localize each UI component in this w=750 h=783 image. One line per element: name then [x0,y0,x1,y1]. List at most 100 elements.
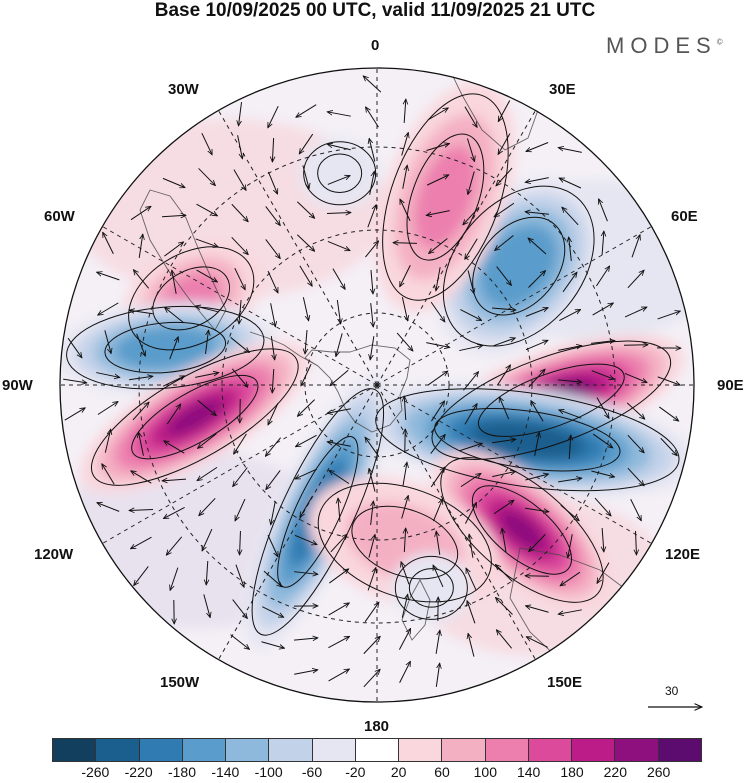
wind-arrow [495,235,514,251]
meridian-line [376,384,655,546]
wind-arrow [398,628,410,650]
wind-arrow [295,434,317,446]
wind-arrow [129,510,154,511]
wind-arrow [596,397,609,419]
wind-arrow [363,636,380,655]
wind-arrow [338,498,340,523]
wind-arrow [197,399,217,415]
wind-arrow [560,571,581,586]
wind-arrow [206,560,208,585]
wind-arrow [363,76,382,93]
wind-arrow [97,503,120,512]
wind-arrow [401,495,409,519]
wind-arrow [624,306,647,318]
wind-arrow [435,630,440,654]
wind-arrow [558,148,582,153]
wind-arrow [496,565,513,582]
antarctica-outline [304,344,411,433]
contour-line [375,388,680,492]
wind-arrow [270,336,274,360]
lon-label-150w: 150W [160,674,200,691]
meridian-line [376,384,538,663]
wind-arrow [129,376,153,381]
wind-arrow [526,637,548,648]
colorbar-label: -220 [124,764,153,780]
wind-arrow [195,306,219,313]
wind-arrow [169,337,179,360]
wind-arrow [594,497,611,516]
wind-arrow [164,441,185,454]
colorbar-cell [572,739,616,761]
wind-arrow [327,112,351,117]
wind-arrow [558,609,582,614]
wind-arrow [231,236,249,254]
colorbar-cell [182,739,227,761]
wind-arrow [496,630,513,649]
wind-arrow [162,177,185,187]
colorbar-label: -60 [301,764,323,780]
wind-arrow [526,142,549,152]
wind-arrow [63,378,87,383]
wind-arrow [97,402,118,415]
wind-arrow [102,464,115,485]
wind-arrow [528,271,545,288]
colorbar-label: -20 [345,764,366,780]
colorbar-label: -180 [167,764,197,780]
contour-line [104,321,227,374]
wind-arrow [327,408,351,413]
anomaly-blob [500,510,544,550]
wind-arrow [198,168,216,185]
wind-arrow [96,372,120,378]
wind-arrow [196,269,218,282]
wind-arrow [104,330,111,353]
wind-arrow [624,372,647,382]
wind-arrow [231,203,248,222]
colorbar-cell [312,739,356,761]
wind-arrow [363,669,380,688]
wind-arrow [326,213,351,214]
wind-arrow [265,206,281,225]
wind-arrow [300,496,313,518]
wind-arrow [493,500,514,515]
wind-arrow [300,363,312,386]
brand-logo: MODES© [606,33,723,59]
contour-line [477,363,625,437]
wind-arrow [534,432,540,456]
lon-label-0: 0 [371,37,380,54]
wind-arrow [597,562,610,584]
contour-line [408,568,454,608]
wind-arrow [67,337,82,358]
wind-arrow [436,267,441,291]
wind-arrow [401,594,407,618]
wind-arrow [330,369,349,385]
wind-arrow [198,433,217,449]
contour-line [66,305,265,390]
wind-arrow [559,410,582,419]
wind-arrow [496,266,512,286]
wind-arrow [234,267,245,290]
meridian-line [376,224,655,386]
wind-arrow [230,337,250,352]
wind-arrow [464,106,477,128]
wind-arrow [201,528,213,551]
colorbar-label: -100 [254,764,283,780]
contour-line [90,348,299,486]
wind-arrow [602,527,604,552]
anomaly-blob [414,146,477,249]
wind-arrow [364,602,379,623]
wind-arrow [460,309,481,321]
contour-line [472,216,566,316]
colorbar-cell [53,739,97,761]
wind-arrow [265,239,280,258]
wind-arrow [165,308,184,323]
wind-arrow [525,474,548,481]
wind-arrow [233,169,246,191]
wind-arrow [299,265,312,287]
wind-arrow [626,402,645,419]
wind-arrow [97,272,120,281]
wind-arrow [660,437,677,455]
colorbar-cell [96,739,140,761]
wind-arrow [531,401,544,422]
wind-arrow [400,265,411,287]
